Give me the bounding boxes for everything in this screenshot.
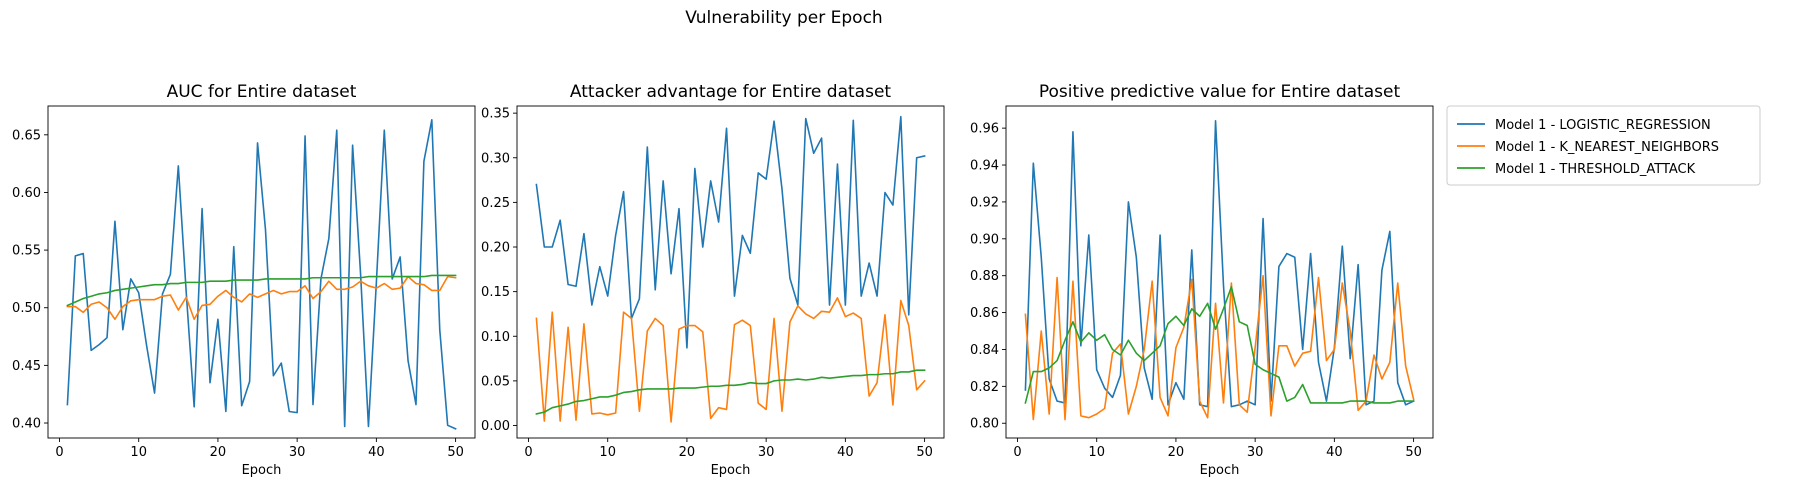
y-tick-label: 0.86 xyxy=(970,306,999,321)
x-axis-label: Epoch xyxy=(711,463,751,478)
y-tick-label: 0.96 xyxy=(970,122,999,137)
y-tick-label: 0.55 xyxy=(12,244,41,259)
series-lines xyxy=(535,115,926,423)
x-tick-label: 10 xyxy=(130,445,147,460)
y-tick-label: 0.20 xyxy=(481,241,510,256)
y-tick-label: 0.40 xyxy=(12,417,41,432)
y-tick-label: 0.92 xyxy=(970,195,999,210)
x-tick-label: 40 xyxy=(837,445,854,460)
legend: Model 1 - LOGISTIC_REGRESSION Model 1 - K… xyxy=(1446,105,1761,186)
series-line-1 xyxy=(66,119,457,430)
x-tick-label: 20 xyxy=(1168,445,1185,460)
x-tick-label: 0 xyxy=(55,445,63,460)
y-tick-label: 0.60 xyxy=(12,186,41,201)
x-tick-label: 50 xyxy=(447,445,464,460)
y-tick-label: 0.15 xyxy=(481,285,510,300)
y-tick-label: 0.35 xyxy=(481,107,510,122)
x-tick-label: 30 xyxy=(289,445,306,460)
series-line-3 xyxy=(66,274,457,307)
legend-entry-label: Model 1 - THRESHOLD_ATTACK xyxy=(1495,162,1696,177)
y-tick-label: 0.50 xyxy=(12,301,41,316)
subplot-3: Positive predictive value for Entire dat… xyxy=(970,82,1434,478)
subplot-1: AUC for Entire dataset 0 10 20 30 40 50 0.40 0.4… xyxy=(12,82,476,478)
subplot-2: Attacker advantage for Entire dataset 0 10… xyxy=(481,82,945,478)
x-tick-label: 50 xyxy=(916,445,933,460)
y-tick-label: 0.10 xyxy=(481,330,510,345)
y-tick-label: 0.45 xyxy=(12,359,41,374)
y-tick-label: 0.80 xyxy=(970,417,999,432)
axes-frame xyxy=(1005,105,1434,439)
series-line-2 xyxy=(535,297,926,423)
series-line-3 xyxy=(1024,285,1415,404)
legend-entry-label: Model 1 - LOGISTIC_REGRESSION xyxy=(1495,118,1711,133)
y-tick-label: 0.94 xyxy=(970,159,999,174)
x-axis-label: Epoch xyxy=(1200,463,1240,478)
y-tick-label: 0.84 xyxy=(970,343,999,358)
y-tick-label: 0.65 xyxy=(12,128,41,143)
series-lines xyxy=(66,119,457,430)
y-tick-label: 0.90 xyxy=(970,232,999,247)
series-line-1 xyxy=(535,115,926,349)
x-tick-label: 10 xyxy=(599,445,616,460)
y-tick-label: 0.30 xyxy=(481,151,510,166)
series-lines xyxy=(1024,119,1415,421)
subplot-title: Attacker advantage for Entire dataset xyxy=(570,82,891,102)
y-tick-label: 0.88 xyxy=(970,269,999,284)
x-tick-label: 40 xyxy=(368,445,385,460)
legend-box xyxy=(1446,105,1761,186)
subplot-title: Positive predictive value for Entire dat… xyxy=(1039,82,1401,102)
y-tick-label: 0.25 xyxy=(481,196,510,211)
x-tick-label: 0 xyxy=(1013,445,1021,460)
axes-frame xyxy=(47,105,476,439)
x-tick-label: 20 xyxy=(679,445,696,460)
y-tick-label: 0.00 xyxy=(481,419,510,434)
x-tick-label: 30 xyxy=(1247,445,1264,460)
figure-title: Vulnerability per Epoch xyxy=(685,8,882,28)
x-tick-label: 30 xyxy=(758,445,775,460)
series-line-2 xyxy=(1024,274,1415,421)
legend-entry-label: Model 1 - K_NEAREST_NEIGHBORS xyxy=(1495,140,1719,155)
series-line-3 xyxy=(535,369,926,415)
series-line-2 xyxy=(66,275,457,321)
x-tick-label: 0 xyxy=(524,445,532,460)
y-tick-label: 0.82 xyxy=(970,380,999,395)
x-tick-label: 50 xyxy=(1405,445,1422,460)
y-tick-label: 0.05 xyxy=(481,374,510,389)
axes-frame xyxy=(516,105,945,439)
x-tick-label: 10 xyxy=(1088,445,1105,460)
series-line-1 xyxy=(1024,119,1415,408)
x-axis-label: Epoch xyxy=(242,463,282,478)
subplot-title: AUC for Entire dataset xyxy=(167,82,357,102)
x-tick-label: 20 xyxy=(210,445,227,460)
x-tick-label: 40 xyxy=(1326,445,1343,460)
